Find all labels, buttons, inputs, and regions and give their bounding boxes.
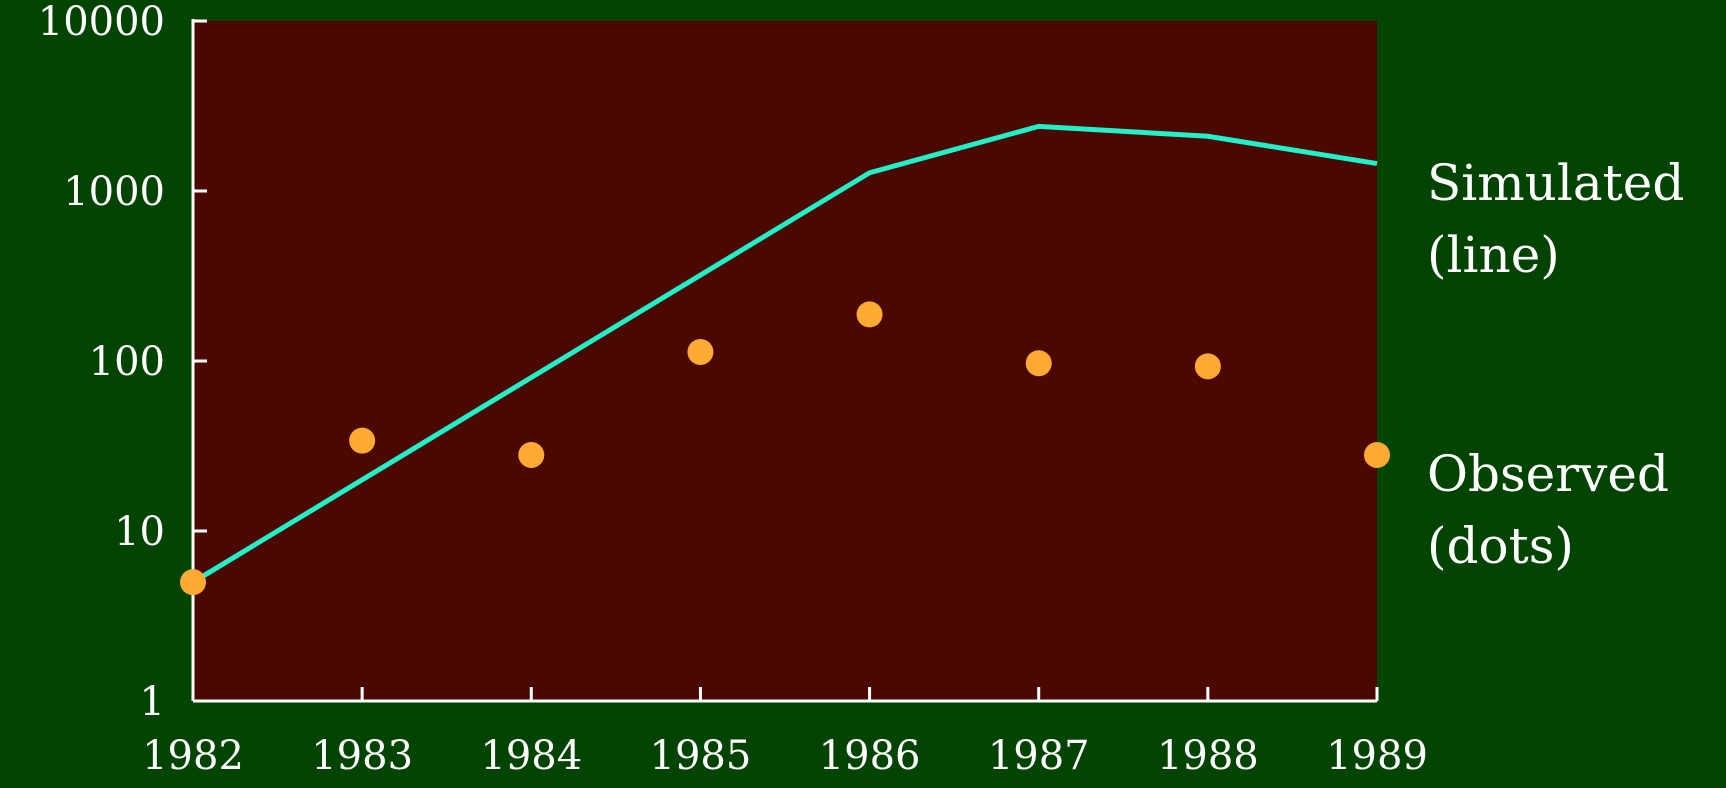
y-tick-label: 1: [140, 679, 165, 725]
series-dot: [1364, 441, 1390, 468]
x-tick-label: 1986: [819, 733, 921, 779]
x-tick-label: 1988: [1157, 733, 1259, 779]
x-tick-label: 1983: [311, 733, 413, 779]
series-dot: [349, 427, 376, 454]
series-dot: [1025, 350, 1052, 377]
x-tick-label: 1982: [142, 733, 244, 779]
legend-label: Observed (dots): [1427, 444, 1669, 575]
series-dot: [518, 441, 545, 468]
series-dot: [687, 338, 714, 365]
series-dot: [1194, 353, 1221, 380]
series-line: [191, 123, 1378, 585]
x-tick-label: 1987: [988, 733, 1090, 779]
x-tick-label: 1984: [480, 733, 582, 779]
series-dot: [856, 301, 883, 328]
x-tick-label: 1989: [1326, 733, 1428, 779]
series-dot: [180, 569, 206, 596]
y-tick-label: 1000: [63, 169, 165, 215]
legend-label: Simulated (line): [1427, 153, 1685, 284]
x-tick-label: 1985: [650, 733, 752, 779]
y-tick-label: 100: [89, 339, 165, 385]
y-tick-label: 10000: [38, 0, 165, 45]
y-tick-label: 10: [114, 509, 165, 555]
